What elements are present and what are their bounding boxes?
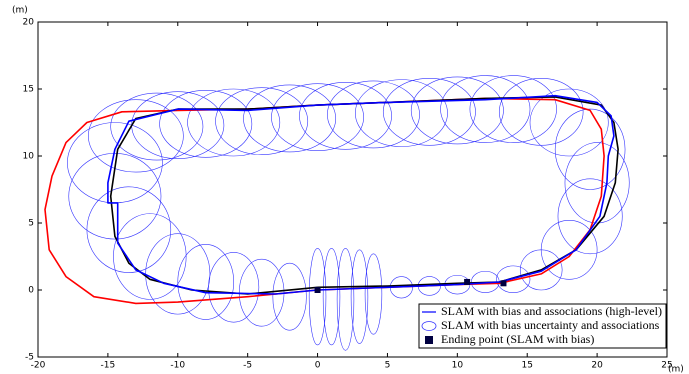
uncertainty-ellipse <box>177 244 234 320</box>
end-point <box>314 287 321 293</box>
y-tick-label: 20 <box>23 18 35 28</box>
uncertainty-ellipse <box>299 82 392 150</box>
legend-swatch <box>421 321 437 331</box>
uncertainty-ellipse <box>88 99 184 173</box>
y-axis-label: (m) <box>12 6 28 16</box>
x-tick-label: -10 <box>170 361 185 371</box>
uncertainty-ellipse <box>440 75 531 143</box>
uncertainty-ellipse <box>354 79 448 147</box>
x-tick-label: 20 <box>591 361 603 371</box>
uncertainty-ellipse <box>208 252 260 323</box>
uncertainty-ellipse <box>540 220 598 280</box>
x-tick-label: -15 <box>101 361 116 371</box>
uncertainty-ellipse <box>187 88 281 157</box>
legend: SLAM with bias and associations (high-le… <box>418 303 667 349</box>
x-tick-label: 5 <box>385 361 391 371</box>
uncertainty-ellipse <box>272 262 307 331</box>
x-tick-label: -20 <box>31 361 46 371</box>
x-axis-label: (m) <box>668 365 684 374</box>
x-tick-label: 25 <box>661 361 672 371</box>
uncertainty-ellipse <box>364 253 383 335</box>
x-tick-label: -5 <box>243 361 252 371</box>
legend-box <box>418 303 667 349</box>
legend-label: SLAM with bias and associations (high-le… <box>441 304 662 318</box>
uncertainty-ellipse <box>243 84 337 153</box>
legend-label: SLAM with bias uncertainty and associati… <box>441 318 660 332</box>
uncertainty-ellipse <box>322 248 341 346</box>
uncertainty-ellipse <box>496 265 531 293</box>
legend-swatch <box>425 336 433 344</box>
plot-frame <box>37 21 668 358</box>
uncertainty-ellipse <box>557 178 623 255</box>
end-point <box>464 278 471 285</box>
uncertainty-ellipse <box>564 142 630 224</box>
uncertainty-ellipse <box>554 108 626 190</box>
uncertainty-ellipse <box>469 75 557 143</box>
trajectory <box>107 94 615 295</box>
trajectory <box>109 96 619 295</box>
uncertainty-ellipse <box>110 92 204 161</box>
y-tick-label: 0 <box>28 286 34 296</box>
uncertainty-ellipse <box>308 248 327 346</box>
uncertainty-ellipse <box>336 248 355 351</box>
uncertainty-ellipse <box>159 90 253 158</box>
uncertainty-ellipse <box>519 249 563 291</box>
uncertainty-ellipse <box>350 249 369 344</box>
uncertainty-ellipse <box>529 88 609 157</box>
uncertainty-ellipse <box>271 83 364 151</box>
uncertainty-ellipse <box>131 91 225 159</box>
uncertainty-ellipse <box>68 153 162 240</box>
x-tick-label: 0 <box>315 361 321 371</box>
uncertainty-ellipse <box>86 186 172 273</box>
uncertainty-ellipse <box>410 76 504 145</box>
uncertainty-ellipse <box>215 87 309 155</box>
uncertainty-ellipse <box>327 80 420 149</box>
y-tick-label: 10 <box>23 152 35 162</box>
uncertainty-ellipse <box>113 213 187 300</box>
end-point <box>500 280 507 287</box>
y-tick-label: 15 <box>23 85 34 95</box>
uncertainty-ellipse <box>382 77 476 146</box>
x-tick-label: 10 <box>452 361 464 371</box>
uncertainty-ellipse <box>67 122 163 204</box>
x-tick-label: 15 <box>521 361 532 371</box>
uncertainty-ellipse <box>498 77 584 146</box>
legend-label: Ending point (SLAM with bias) <box>441 332 594 346</box>
y-tick-label: 5 <box>28 219 34 229</box>
y-tick-label: -5 <box>25 353 34 363</box>
